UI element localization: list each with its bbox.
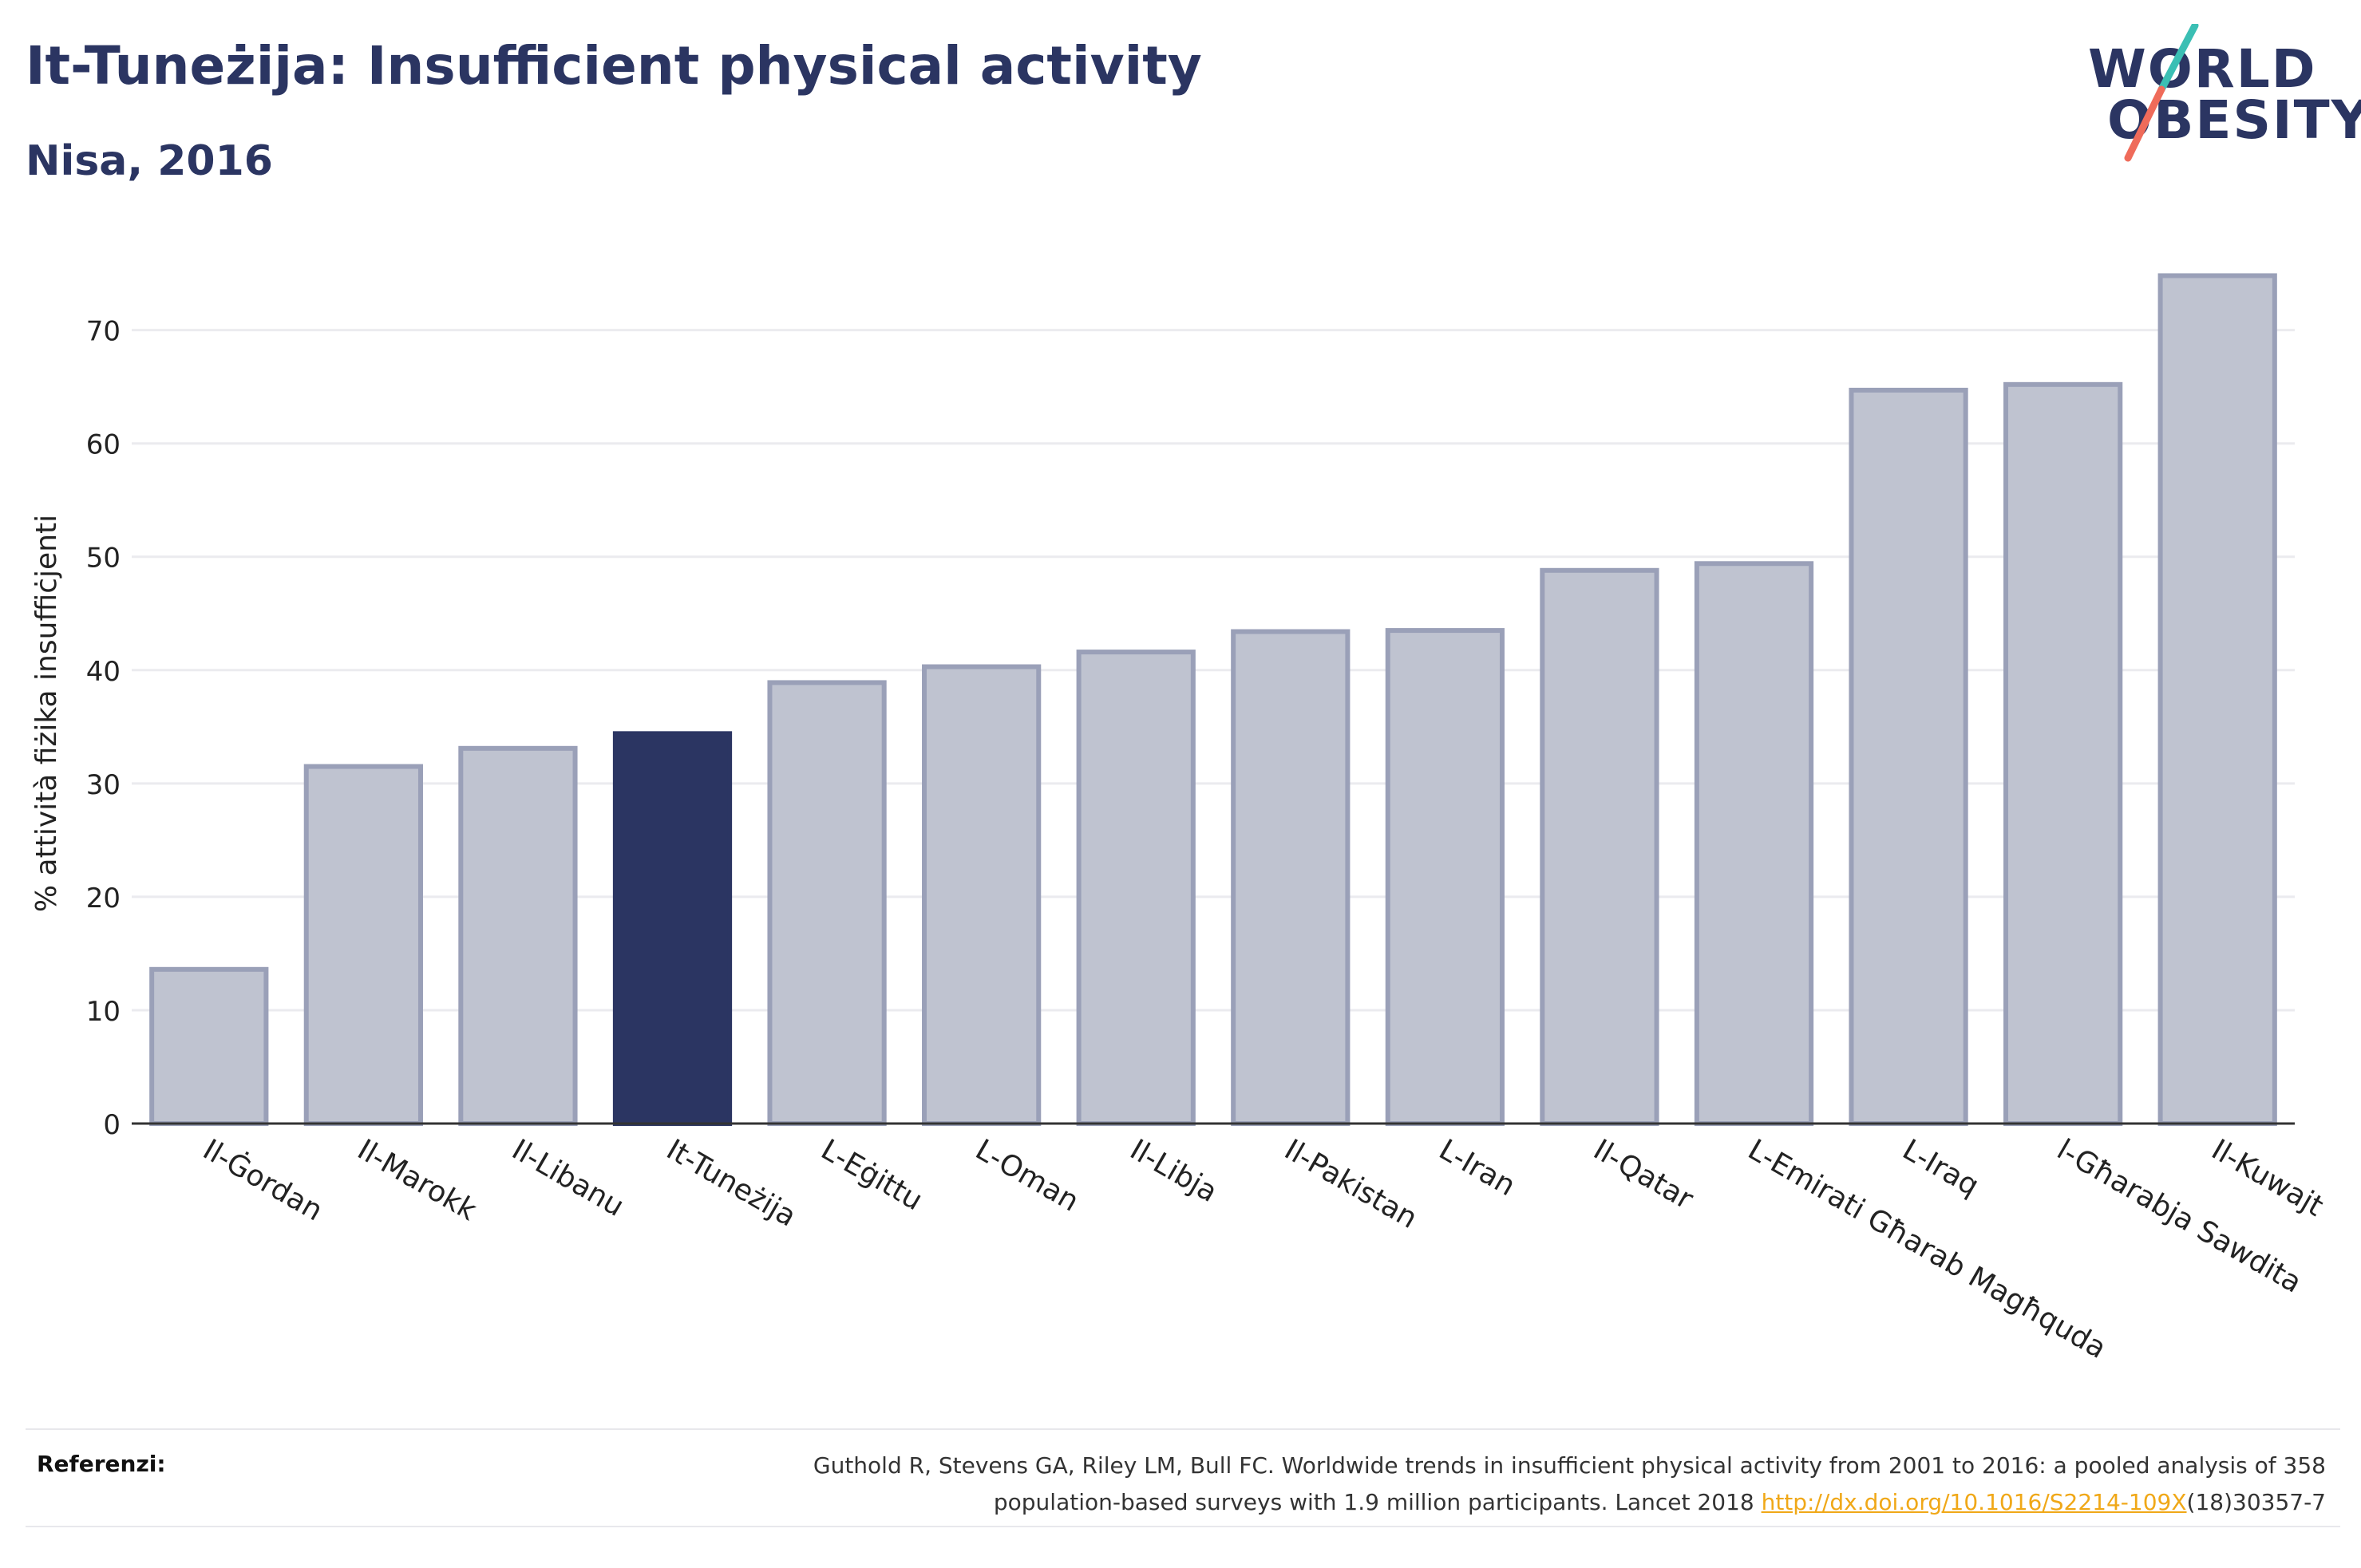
bar-5 bbox=[922, 664, 1042, 1126]
y-tick-label: 20 bbox=[86, 883, 121, 914]
x-tick-label: Il-Ġordan bbox=[197, 1132, 328, 1227]
x-tick-label: Il-Pakistan bbox=[1279, 1133, 1422, 1235]
x-tick-label: L-Iran bbox=[1434, 1133, 1521, 1203]
x-tick-label: It-Tuneżija bbox=[661, 1133, 801, 1233]
x-tick-label: Il-Kuwajt bbox=[2206, 1133, 2329, 1222]
bar-3 bbox=[612, 731, 733, 1126]
x-tick-label: Il-Qatar bbox=[1588, 1133, 1699, 1216]
chart-subtitle: Nisa, 2016 bbox=[26, 137, 273, 185]
references-text: Guthold R, Stevens GA, Riley LM, Bull FC… bbox=[490, 1448, 2326, 1521]
x-tick-label: Il-Libja bbox=[1125, 1133, 1223, 1209]
reference-line-2-start: population-based surveys with 1.9 millio… bbox=[993, 1489, 1762, 1515]
x-tick-label: L-Eġittu bbox=[816, 1133, 928, 1217]
y-tick-label: 30 bbox=[86, 769, 121, 801]
y-tick-label: 60 bbox=[86, 429, 121, 461]
bar-1 bbox=[303, 764, 423, 1126]
logo-word-world: WORLD bbox=[2088, 38, 2317, 100]
bar-4 bbox=[767, 680, 887, 1126]
y-tick-label: 70 bbox=[86, 316, 121, 348]
grid-lines bbox=[132, 329, 2295, 1012]
references-label: Referenzi: bbox=[37, 1451, 166, 1477]
bar-2 bbox=[458, 745, 578, 1126]
logo-slash-icon bbox=[2124, 24, 2199, 162]
x-tick-label: l-Għarabja Sawdita bbox=[2051, 1133, 2307, 1299]
bar-9 bbox=[1540, 567, 1659, 1126]
y-axis-ticks: 0 10 20 30 40 50 60 70 bbox=[86, 316, 121, 1141]
y-tick-label: 10 bbox=[86, 996, 121, 1028]
y-axis-label: % attività fiżika insuffiċjenti bbox=[30, 515, 63, 912]
bar-6 bbox=[1076, 650, 1196, 1126]
footer-divider-bottom bbox=[26, 1526, 2340, 1527]
x-tick-label: L-Iraq bbox=[1897, 1133, 1984, 1203]
y-tick-label: 40 bbox=[86, 656, 121, 688]
doi-link[interactable]: http://dx.doi.org/10.1016/S2214-109X bbox=[1761, 1489, 2187, 1515]
bar-11 bbox=[1849, 387, 1968, 1126]
chart-title: It-Tuneżija: Insufficient physical activ… bbox=[26, 35, 1202, 97]
footer-divider-top bbox=[26, 1428, 2340, 1430]
y-tick-label: 50 bbox=[86, 543, 121, 575]
bar-chart: 0 10 20 30 40 50 60 70 Il-Ġordan Il-Marokk Il-Lib… bbox=[30, 273, 2328, 1365]
bar-8 bbox=[1385, 628, 1505, 1126]
bar-0 bbox=[149, 966, 269, 1127]
bar-10 bbox=[1694, 561, 1814, 1126]
bar-12 bbox=[2003, 381, 2123, 1127]
reference-line-1: Guthold R, Stevens GA, Riley LM, Bull FC… bbox=[813, 1452, 2326, 1479]
bars bbox=[149, 273, 2277, 1127]
x-tick-label: Il-Marokk bbox=[352, 1133, 482, 1227]
reference-line-2-end: (18)30357-7 bbox=[2186, 1489, 2326, 1515]
x-axis-labels: Il-Ġordan Il-Marokk Il-Libanu It-Tuneżija L-… bbox=[197, 1132, 2328, 1365]
bar-7 bbox=[1231, 629, 1351, 1126]
y-tick-label: 0 bbox=[103, 1109, 121, 1141]
reference-line-2: population-based surveys with 1.9 millio… bbox=[490, 1484, 2326, 1521]
x-tick-label: L-Oman bbox=[970, 1133, 1084, 1218]
x-tick-label: Il-Libanu bbox=[506, 1133, 629, 1223]
bar-13 bbox=[2157, 273, 2277, 1126]
